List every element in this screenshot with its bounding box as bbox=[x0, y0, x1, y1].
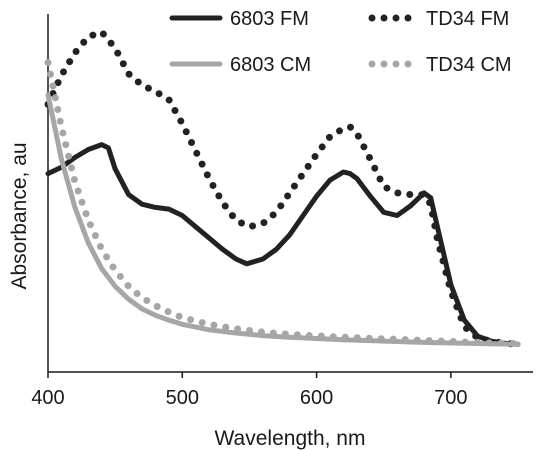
series-line-6803-fm bbox=[45, 142, 521, 347]
plot-area: 400 500 600 700 bbox=[31, 14, 533, 409]
legend-label-td34-fm: TD34 FM bbox=[426, 8, 509, 30]
series-line-6803-cm bbox=[45, 92, 521, 347]
legend-label-6803-fm: 6803 FM bbox=[230, 8, 309, 30]
legend-label-6803-cm: 6803 CM bbox=[230, 54, 311, 76]
x-tick-layer: 400 500 600 700 bbox=[31, 372, 468, 409]
y-axis-label: Absorbance, au bbox=[8, 142, 31, 289]
series-line-td34-cm bbox=[44, 59, 522, 348]
series-line-td34-fm bbox=[44, 28, 522, 348]
legend: 6803 FM TD34 FM 6803 CM TD34 CM bbox=[169, 8, 512, 76]
legend-label-td34-cm: TD34 CM bbox=[426, 54, 512, 76]
x-tick-label: 600 bbox=[300, 387, 333, 409]
x-tick-label: 700 bbox=[434, 387, 467, 409]
x-tick-label: 400 bbox=[31, 387, 64, 409]
x-tick-label: 500 bbox=[166, 387, 199, 409]
series-layer bbox=[44, 28, 522, 348]
x-axis-label: Wavelength, nm bbox=[215, 427, 366, 450]
